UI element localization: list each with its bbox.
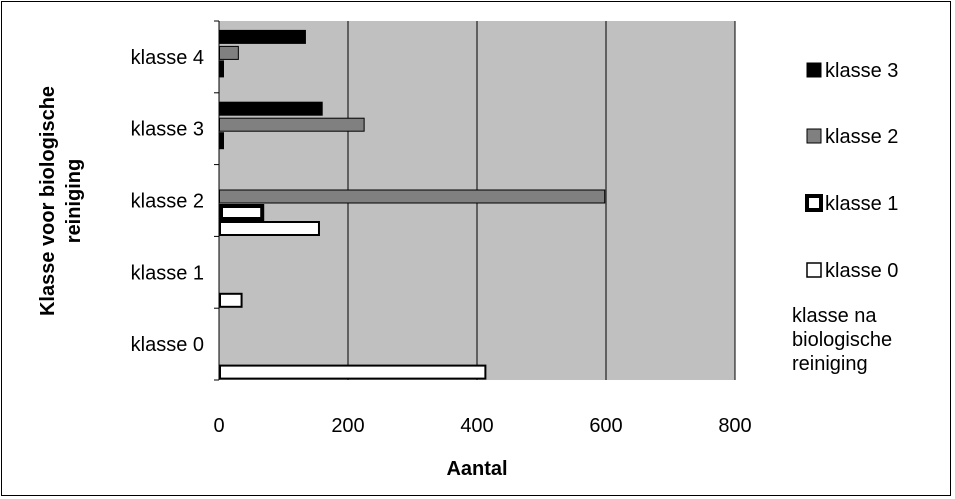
bar: [219, 292, 243, 308]
bar: [219, 101, 323, 116]
bar: [219, 45, 239, 60]
bar: [219, 60, 224, 78]
bar: [219, 117, 365, 132]
legend-swatch: [806, 128, 822, 144]
bar: [219, 29, 306, 44]
category-label: klasse 2: [131, 191, 204, 213]
bar: [219, 132, 224, 150]
bar: [219, 221, 320, 236]
x-tick-label: 400: [460, 415, 493, 437]
legend-label: klasse 1: [825, 193, 898, 215]
y-axis-title: Klasse voor biologische reiniging: [37, 86, 85, 316]
bar: [219, 364, 487, 380]
legend-label: klasse 2: [825, 126, 898, 148]
legend-label: klasse 3: [825, 60, 898, 82]
legend-label: klasse 0: [825, 260, 898, 282]
x-axis-title: Aantal: [446, 458, 507, 480]
legend-title: klasse na biologische reiniging: [792, 305, 892, 375]
bar: [219, 204, 265, 221]
x-tick-label: 200: [331, 415, 364, 437]
x-tick-label: 800: [718, 415, 751, 437]
category-label: klasse 1: [131, 262, 204, 284]
x-tick-label: 0: [213, 415, 224, 437]
x-tick-label: 600: [589, 415, 622, 437]
legend-swatch: [805, 194, 823, 212]
bar: [219, 189, 606, 204]
category-label: klasse 4: [131, 47, 204, 69]
legend-swatch: [806, 62, 822, 78]
legend-swatch: [806, 262, 822, 278]
category-label: klasse 3: [131, 119, 204, 141]
category-label: klasse 0: [131, 334, 204, 356]
